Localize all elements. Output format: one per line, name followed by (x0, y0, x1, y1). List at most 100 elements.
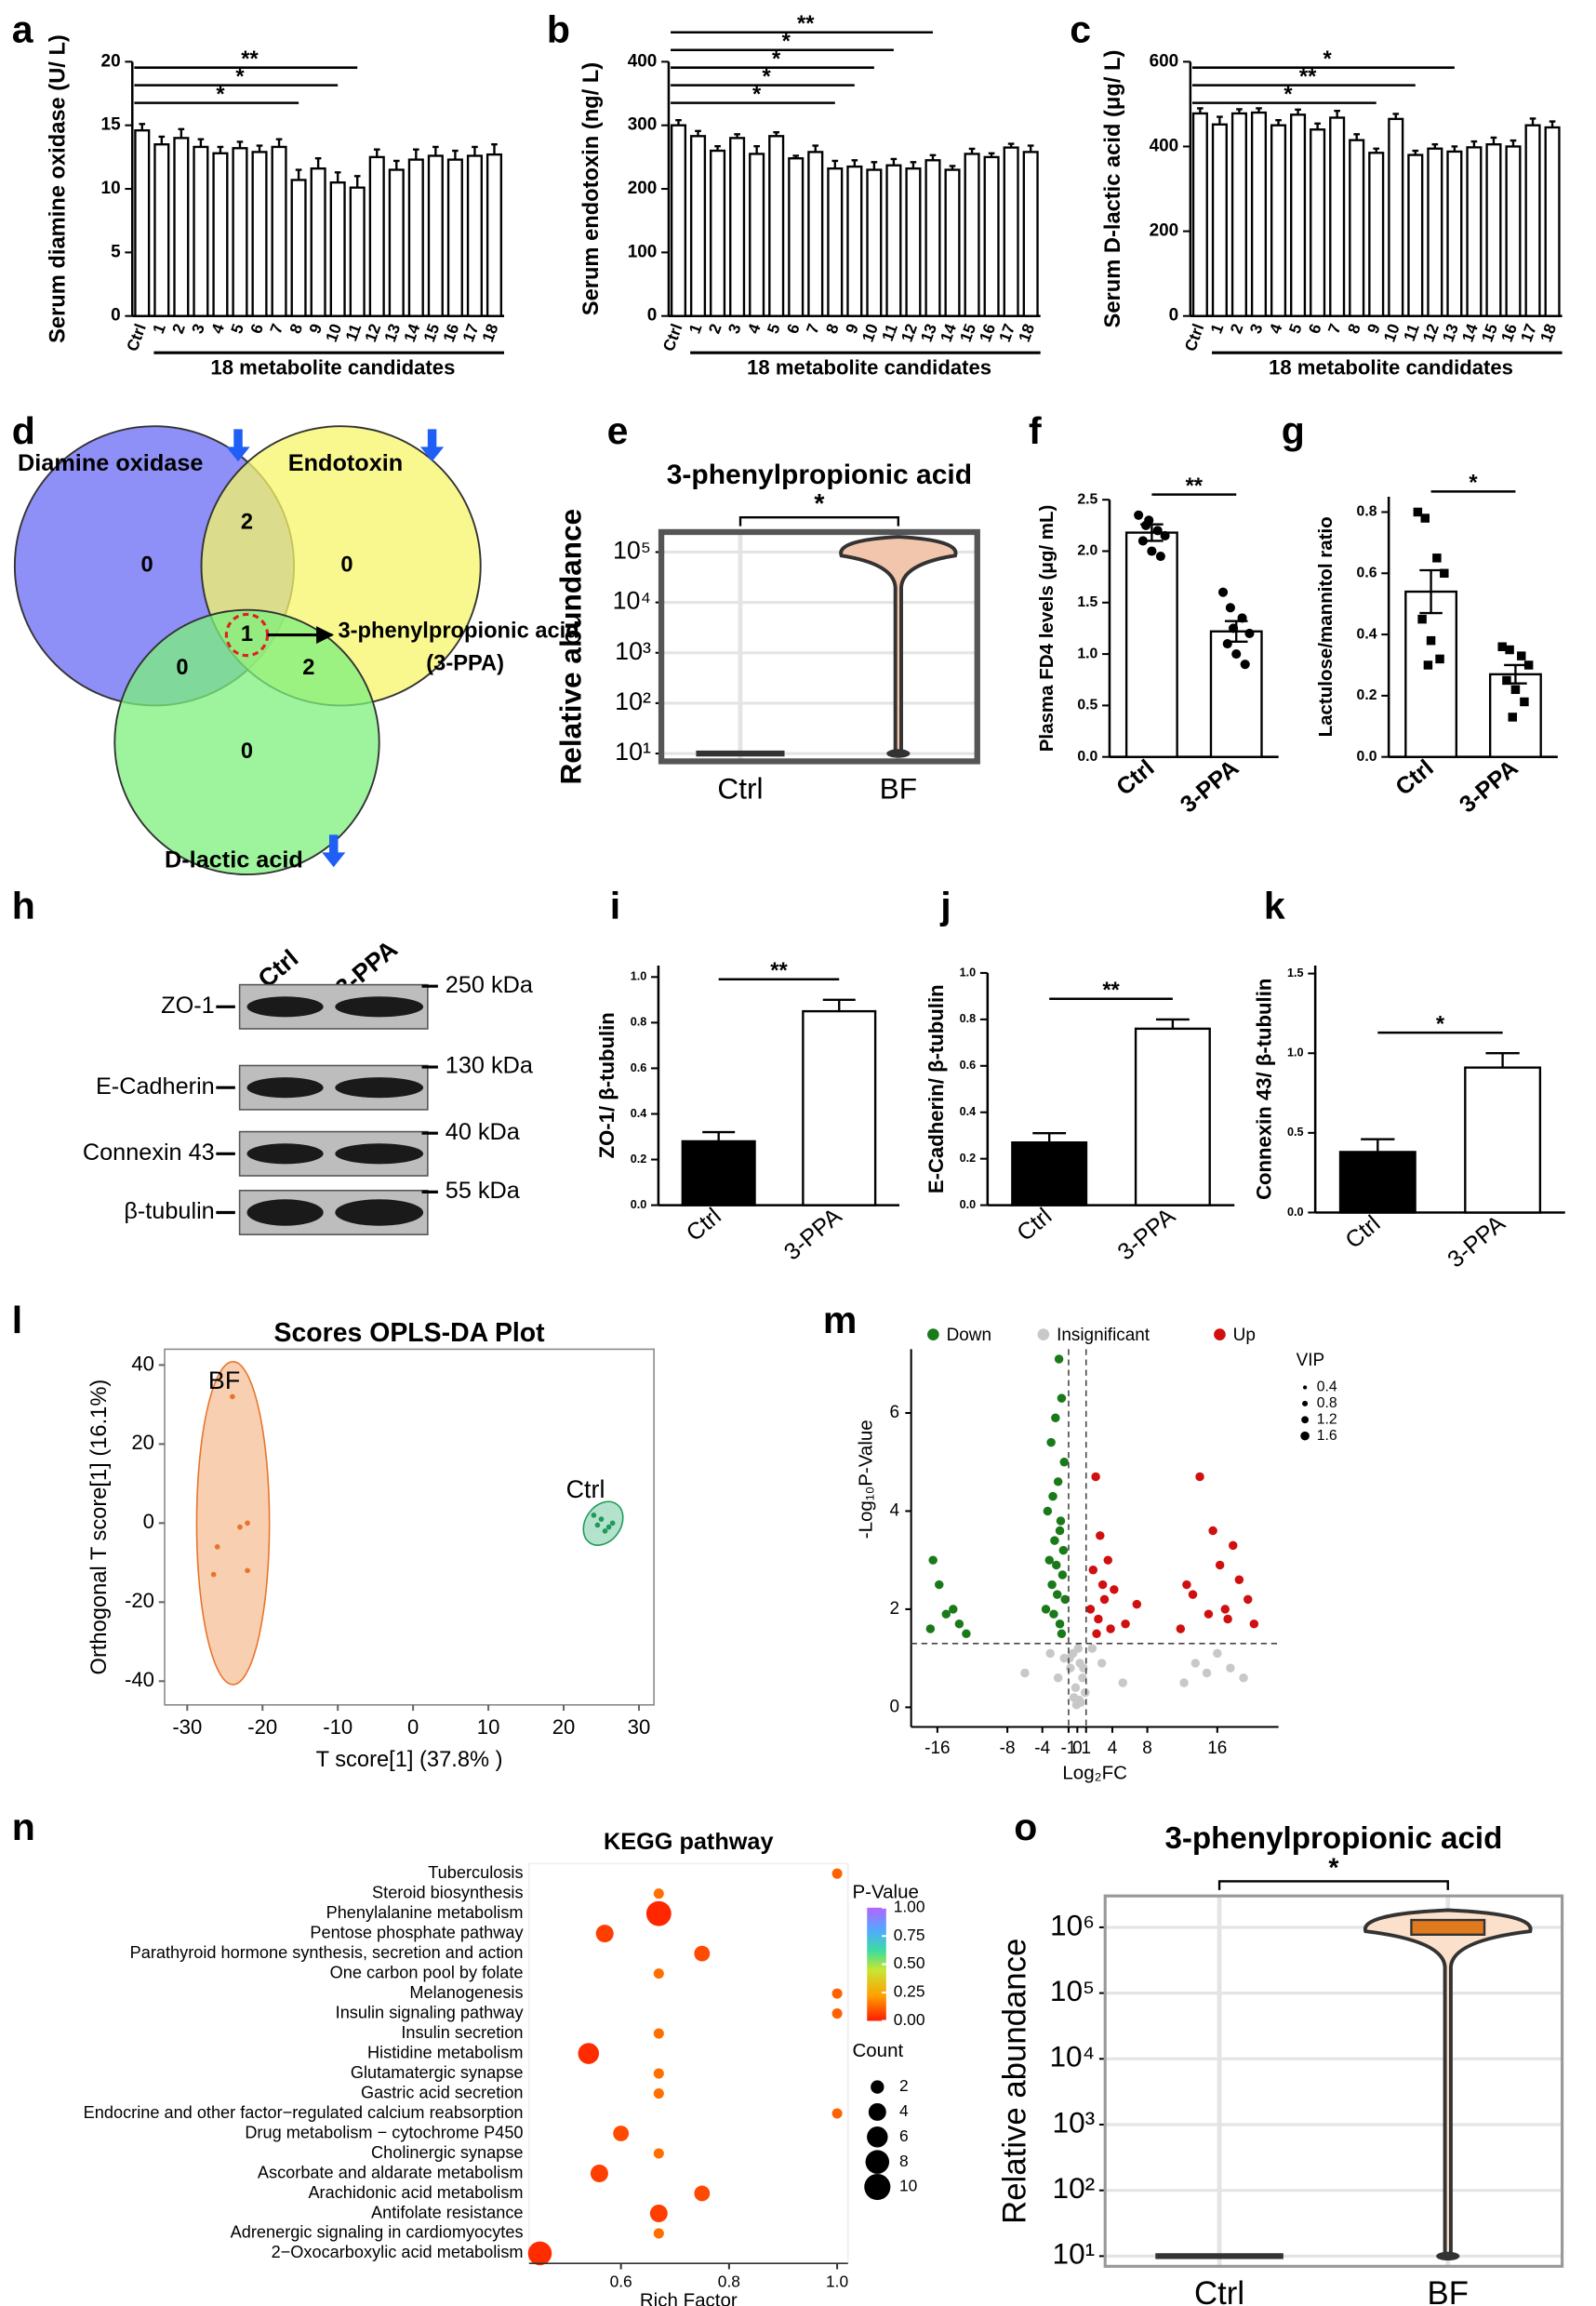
x-tick-label: 12 (1419, 321, 1443, 344)
data-point (1059, 1457, 1069, 1467)
x-tick-label: 16 (1497, 321, 1522, 344)
blot-band (335, 1077, 424, 1099)
bar (689, 135, 707, 317)
legend-label: Insignificant (1057, 1326, 1150, 1345)
error-bar (432, 145, 439, 156)
y-tick-label: 0.8 (1357, 504, 1377, 520)
data-point (1132, 1599, 1142, 1609)
legend-size (1300, 1431, 1310, 1441)
y-tick-label: 2.0 (1077, 543, 1097, 559)
legend-swatch (1037, 1328, 1050, 1340)
data-point (1523, 660, 1534, 670)
y-tick-label: 40 (131, 1352, 154, 1375)
data-point (1497, 642, 1507, 651)
error-bar (1529, 117, 1536, 126)
legend-label: 0.75 (894, 1926, 925, 1944)
x-tick-label: 0.6 (610, 2272, 632, 2290)
confidence-ellipse (195, 1360, 271, 1686)
data-point (1160, 530, 1170, 540)
data-point (1051, 1413, 1060, 1422)
data-point (1220, 1605, 1230, 1614)
x-tick-label: Ctrl (1180, 321, 1207, 353)
violin-tail (1436, 2251, 1460, 2261)
error-bar (1361, 1138, 1395, 1153)
y-tick-label: 0.0 (960, 1198, 977, 1211)
chart-title: Scores OPLS-DA Plot (274, 1318, 546, 1348)
data-point (1118, 1678, 1127, 1687)
legend-label: 0.25 (894, 1982, 925, 2001)
bar (485, 153, 503, 317)
data-point (1195, 1472, 1204, 1482)
error-bar (1451, 145, 1458, 152)
bar (153, 143, 170, 317)
data-point (245, 1520, 250, 1526)
y-tick-label: 0.2 (631, 1153, 647, 1166)
legend-size (1302, 1385, 1308, 1390)
plot-frame (658, 528, 980, 765)
x-tick-label: 12 (361, 321, 384, 344)
x-tick-label: 3 (188, 321, 208, 336)
data-point (1435, 654, 1444, 664)
x-tick-label: Ctrl (717, 771, 763, 805)
y-tick-label: 5 (111, 242, 121, 261)
error-bar (831, 159, 839, 169)
y-tick-label: -20 (125, 1589, 154, 1612)
x-tick-label: 4 (1108, 1739, 1118, 1758)
y-tick-label: 1.5 (1287, 966, 1304, 980)
x-tick-label: 13 (380, 321, 405, 344)
y-tick-label: 200 (628, 179, 658, 198)
data-point (214, 1544, 220, 1550)
x-tick-label: Ctrl (123, 321, 150, 353)
data-point (1188, 1590, 1198, 1599)
x-tick-label: 3-PPA (1443, 1210, 1510, 1273)
bar (212, 152, 229, 317)
legend-label: 1.2 (1317, 1411, 1337, 1427)
y-tick-label: 2−Oxocarboxylic acid metabolism (272, 2243, 524, 2261)
data-point (1237, 613, 1247, 623)
bubble (649, 2204, 668, 2222)
y-tick-label: 10⁶ (1050, 1908, 1095, 1941)
error-bar (851, 159, 858, 167)
bar (1338, 1151, 1416, 1214)
error-bar (949, 165, 956, 170)
y-tick-label: Glutamatergic synapse (351, 2063, 524, 2082)
protein-label: E-Cadherin (96, 1073, 215, 1100)
data-point (1243, 1594, 1253, 1605)
legend-label: 10 (899, 2177, 917, 2195)
x-tick-label: 10 (1379, 321, 1403, 344)
data-point (1058, 1545, 1069, 1555)
bar (1404, 590, 1458, 758)
error-bar (236, 140, 244, 149)
significance-label: * (772, 47, 781, 72)
data-point (591, 1513, 597, 1518)
median-box (1410, 1918, 1486, 1936)
y-tick-label: Cholinergic synapse (371, 2143, 523, 2162)
error-bar (158, 135, 166, 145)
data-point (1097, 1659, 1107, 1668)
panel-label: h (12, 884, 35, 926)
error-bar (734, 133, 740, 139)
legend-swatch (927, 1328, 939, 1340)
data-point (1222, 638, 1232, 649)
x-tick-label: 16 (1207, 1739, 1227, 1758)
venn-count: 1 (241, 622, 253, 646)
x-tick-label: 15 (956, 321, 980, 344)
data-point (1234, 1575, 1244, 1585)
y-axis-label: Serum D-lactic acid (μg/ L) (1101, 50, 1125, 328)
legend-title: Count (852, 2040, 903, 2061)
bar (1270, 124, 1287, 317)
bar (1505, 145, 1522, 317)
y-tick-label: 10¹ (615, 738, 651, 766)
data-point (609, 1520, 616, 1526)
y-tick-label: Adrenergic signaling in cardiomyocytes (231, 2223, 524, 2242)
x-tick-label: 12 (898, 321, 921, 344)
y-tick-label: 100 (628, 242, 658, 261)
significance-label: * (1469, 472, 1478, 496)
y-tick-label: 4 (889, 1500, 899, 1520)
legend-label: 6 (899, 2126, 909, 2145)
error-bar (353, 175, 361, 188)
x-tick-label: 11 (1400, 321, 1423, 343)
y-tick-label: 2 (889, 1599, 899, 1619)
x-tick-label: 7 (803, 321, 823, 336)
bubble (831, 2108, 843, 2119)
